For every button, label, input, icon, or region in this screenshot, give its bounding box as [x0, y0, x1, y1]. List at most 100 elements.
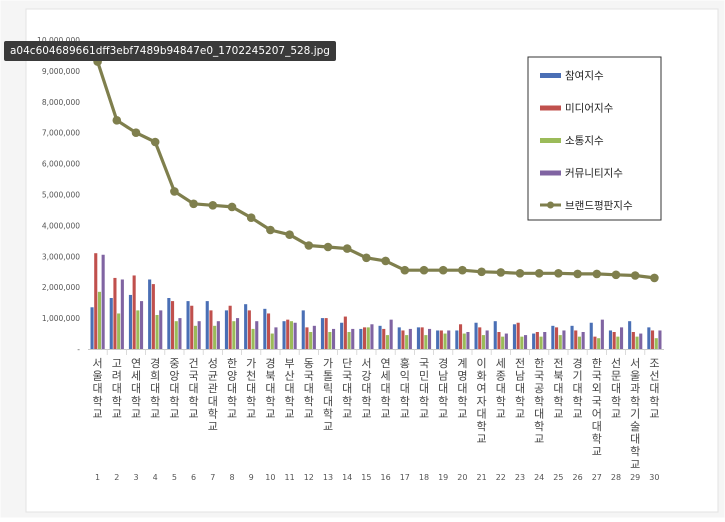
rank-label: 12 [304, 473, 314, 482]
bar [109, 298, 113, 349]
bar [497, 332, 501, 349]
bar [324, 318, 328, 349]
bar [343, 316, 347, 349]
bar [366, 327, 370, 349]
legend-point-swatch [547, 201, 554, 209]
line-point [227, 202, 237, 212]
bar [282, 321, 286, 349]
line-point [131, 128, 141, 137]
bar [255, 321, 259, 349]
bar [174, 321, 178, 349]
bar [370, 324, 374, 349]
rank-label: 4 [153, 473, 158, 482]
y-tick-label: 1,000,000 [42, 314, 80, 323]
bar [408, 328, 412, 349]
legend-swatch [540, 138, 561, 143]
line-point [381, 256, 390, 266]
bar [436, 330, 440, 349]
bar [209, 310, 213, 350]
rank-label: 19 [438, 473, 448, 482]
legend-swatch [540, 105, 561, 111]
line-point [630, 271, 640, 280]
y-tick-label: 2,000,000 [42, 283, 80, 292]
bar [558, 335, 562, 349]
bar [574, 330, 578, 349]
rank-label: 22 [496, 473, 506, 482]
line-point [112, 116, 122, 125]
rank-label: 23 [515, 473, 525, 482]
line-point [285, 230, 294, 239]
bar [186, 301, 190, 349]
rank-label: 11 [285, 473, 295, 482]
line-point [362, 253, 371, 263]
bar [120, 279, 124, 349]
bar [167, 298, 171, 349]
rank-label: 6 [191, 473, 196, 482]
rank-label: 13 [323, 473, 333, 482]
line-point [650, 273, 659, 283]
y-tick-label: 7,000,000 [42, 129, 80, 138]
line-point [304, 241, 314, 250]
bar [216, 321, 220, 349]
bar [136, 310, 140, 350]
bar [481, 335, 485, 349]
bar [155, 315, 159, 349]
bar [232, 321, 236, 349]
bar [401, 330, 405, 349]
bar [90, 307, 94, 349]
bar [263, 308, 267, 349]
bar [159, 310, 163, 350]
bar [631, 332, 635, 349]
rank-label: 28 [611, 473, 621, 482]
bar [117, 313, 121, 349]
line-point [515, 269, 525, 278]
bar [577, 336, 581, 349]
bar [270, 333, 274, 349]
rank-label: 27 [592, 473, 602, 482]
rank-label: 21 [477, 473, 487, 482]
bar [455, 330, 459, 349]
bar [267, 313, 271, 349]
bar [274, 327, 278, 349]
bar [148, 279, 152, 349]
bar [539, 336, 543, 349]
bar [485, 330, 489, 349]
y-tick-label: 8,000,000 [42, 98, 80, 107]
rank-label: 20 [457, 473, 467, 482]
bar [647, 327, 651, 349]
line-point [246, 213, 256, 222]
bar [128, 294, 132, 349]
bar [97, 291, 101, 349]
rank-label: 17 [400, 473, 410, 482]
line-point [189, 199, 198, 209]
bar [205, 301, 209, 349]
y-tick-label: 9,000,000 [42, 67, 80, 76]
rank-label: 7 [210, 473, 215, 482]
image-filename-label: a04c604689661dff3ebf7489b94847e0_1702245… [4, 41, 336, 61]
rank-label: 8 [229, 473, 234, 482]
bar [512, 324, 516, 349]
bar [305, 327, 309, 349]
rank-label: 16 [381, 473, 391, 482]
bar [478, 327, 482, 349]
bar [140, 301, 144, 349]
bar [382, 328, 386, 349]
bar [581, 332, 585, 349]
rank-label: 3 [133, 473, 138, 482]
bar [312, 325, 316, 349]
line-series [93, 57, 659, 283]
line-point [496, 268, 506, 277]
